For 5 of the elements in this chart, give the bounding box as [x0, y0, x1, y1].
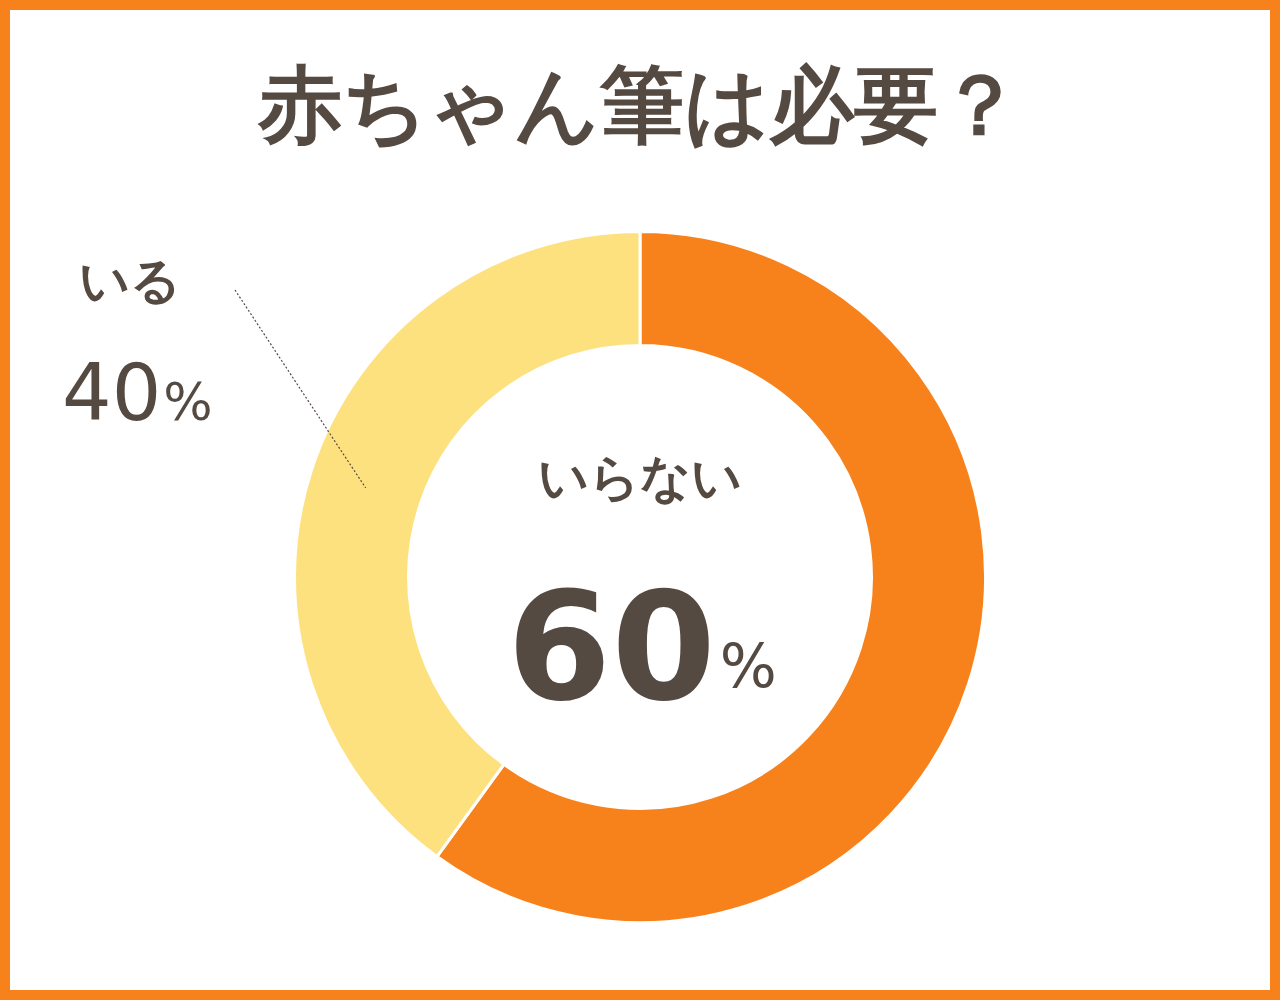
data-label: 40% [62, 348, 213, 438]
slice-label: いる [79, 251, 181, 310]
chart-title: 赤ちゃん筆は必要？ [257, 55, 1022, 154]
data-label: 60% [507, 560, 777, 734]
slice-label: いらない [538, 448, 742, 507]
